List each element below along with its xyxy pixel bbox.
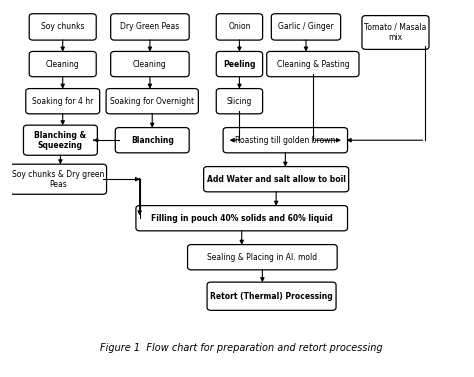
Text: Add Water and salt allow to boil: Add Water and salt allow to boil — [207, 175, 346, 184]
Text: Onion: Onion — [228, 22, 251, 31]
Text: Filling in pouch 40% solids and 60% liquid: Filling in pouch 40% solids and 60% liqu… — [151, 214, 333, 223]
Text: Cleaning & Pasting: Cleaning & Pasting — [276, 60, 349, 69]
FancyBboxPatch shape — [267, 51, 359, 77]
FancyBboxPatch shape — [136, 205, 347, 231]
FancyBboxPatch shape — [29, 14, 96, 40]
FancyBboxPatch shape — [9, 164, 107, 194]
Text: Garlic / Ginger: Garlic / Ginger — [278, 22, 334, 31]
Text: Soaking for Overnight: Soaking for Overnight — [110, 97, 194, 106]
Text: Sealing & Placing in Al. mold: Sealing & Placing in Al. mold — [207, 253, 318, 262]
Text: Retort (Thermal) Processing: Retort (Thermal) Processing — [210, 292, 333, 301]
Text: Cleaning: Cleaning — [133, 60, 167, 69]
Text: Tomato / Masala
mix: Tomato / Masala mix — [365, 23, 427, 42]
Text: Soy chunks & Dry green
Peas: Soy chunks & Dry green Peas — [12, 170, 104, 189]
FancyBboxPatch shape — [188, 245, 337, 270]
Text: Blanching: Blanching — [131, 136, 173, 145]
Text: Figure 1  Flow chart for preparation and retort processing: Figure 1 Flow chart for preparation and … — [100, 343, 383, 353]
Text: Soaking for 4 hr: Soaking for 4 hr — [32, 97, 93, 106]
FancyBboxPatch shape — [115, 127, 189, 153]
FancyBboxPatch shape — [216, 89, 263, 114]
FancyBboxPatch shape — [207, 282, 336, 310]
Text: Blanching &
Squeezing: Blanching & Squeezing — [34, 130, 86, 150]
Text: Peeling: Peeling — [223, 60, 255, 69]
FancyBboxPatch shape — [204, 167, 349, 192]
FancyBboxPatch shape — [223, 127, 347, 153]
FancyBboxPatch shape — [29, 51, 96, 77]
Text: Dry Green Peas: Dry Green Peas — [120, 22, 180, 31]
FancyBboxPatch shape — [111, 14, 189, 40]
Text: Slicing: Slicing — [227, 97, 252, 106]
FancyBboxPatch shape — [216, 51, 263, 77]
FancyBboxPatch shape — [106, 89, 198, 114]
FancyBboxPatch shape — [362, 15, 429, 49]
Text: Roasting till golden brown: Roasting till golden brown — [235, 136, 336, 145]
FancyBboxPatch shape — [24, 125, 97, 155]
FancyBboxPatch shape — [111, 51, 189, 77]
Text: Cleaning: Cleaning — [46, 60, 80, 69]
Text: Soy chunks: Soy chunks — [41, 22, 84, 31]
FancyBboxPatch shape — [271, 14, 341, 40]
FancyBboxPatch shape — [26, 89, 100, 114]
FancyBboxPatch shape — [216, 14, 263, 40]
